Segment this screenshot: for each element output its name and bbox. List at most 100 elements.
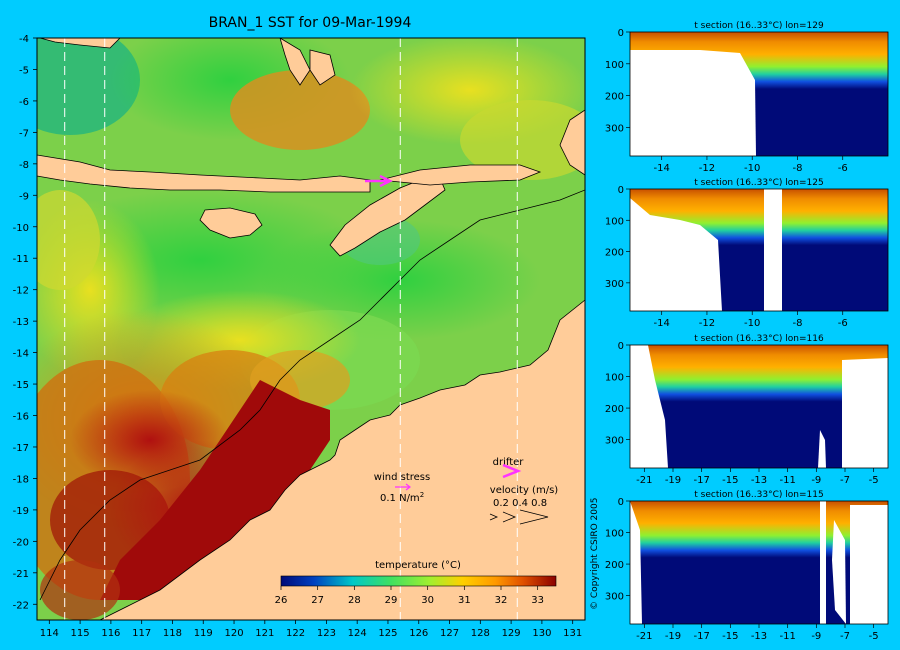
section-x-tick-label: -8 [792,163,802,174]
australia-landmass [99,299,585,620]
section-seabed [832,520,846,624]
section-title: t section (16..33°C) lon=115 [694,490,823,500]
section-y-tick-label: 100 [605,373,624,384]
buton-island [309,49,336,86]
section-y-tick-label: 200 [605,248,624,259]
section-y-tick-label: 100 [605,216,624,227]
section-x-tick-label: -10 [744,318,760,329]
map-x-tick-label: 122 [286,628,305,639]
section-x-tick-label: -21 [636,631,652,642]
section-x-tick-label: -6 [838,163,848,174]
map-y-tick-label: -15 [13,380,29,391]
section-x-tick-label: -12 [699,163,715,174]
map-y-tick-label: -11 [13,254,29,265]
section-x-tick-label: -17 [693,631,709,642]
drifter-track [365,174,393,188]
map-x-tick-label: 121 [255,628,274,639]
section-y-tick-label: 200 [605,560,624,571]
map-x-tick-label: 131 [563,628,582,639]
map-x-tick-label: 126 [409,628,428,639]
colorbar-tick-label: 29 [385,595,398,606]
map-frame [36,37,586,621]
section-x-tick-label: -19 [665,475,681,486]
section-x-tick-label: -11 [779,631,795,642]
section-x-tick-label: -14 [654,318,670,329]
map-x-tick-label: 127 [440,628,459,639]
map-y-tick-label: -9 [19,191,29,202]
map-y-tick-label: -20 [13,537,29,548]
section-x-tick-label: -17 [693,475,709,486]
section-frame [629,188,889,312]
map-y-tick-label: -17 [13,443,29,454]
section-x-tick-label: -14 [654,163,670,174]
section-y-tick-label: 100 [605,529,624,540]
section-y-tick-label: 300 [605,436,624,447]
section-y-tick-label: 0 [618,341,624,352]
section-y-tick-label: 300 [605,279,624,290]
section-y-tick-label: 100 [605,60,624,71]
wind-stress-value: 0.1 N/m2 [380,491,424,504]
section-x-tick-label: -9 [811,475,821,486]
map-x-tick-label: 128 [471,628,490,639]
map-y-tick-label: -5 [19,65,29,76]
colorbar-tick-label: 30 [421,595,434,606]
colorbar: temperature (°C) 26 27 28 29 30 31 32 33 [275,560,557,606]
map-x-tick-label: 129 [502,628,521,639]
section-panels: t section (16..33°C) lon=129 -14 -12 -10 -8 -… [605,21,889,642]
section-x-tick-label: -15 [722,475,738,486]
colorbar-ramp [280,575,557,587]
colorbar-tick-label: 33 [531,595,544,606]
sulawesi-south [279,38,311,86]
flores-island [379,164,542,186]
borneo-south [39,38,121,49]
section-seabed [630,501,642,624]
map-x-tick-label: 120 [224,628,243,639]
wind-stress-arrow [395,483,411,491]
section-field [630,501,888,624]
section-x-tick-label: -13 [751,631,767,642]
section-y-tick-label: 200 [605,404,624,415]
section-x-tick-label: -21 [636,475,652,486]
drifter-label: drifter [493,457,525,468]
section-seabed [820,501,826,624]
shelf-contour [39,189,585,601]
map-y-tick-label: -19 [13,506,29,517]
map-y-tick-label: -4 [19,34,29,45]
map-y-tick-label: -14 [13,349,29,360]
map-y-tick-label: -16 [13,412,29,423]
section-seabed [818,430,826,468]
colorbar-tick-label: 28 [348,595,361,606]
map-y-tick-label: -10 [13,223,29,234]
section-seabed [630,345,668,468]
section-x-tick-label: -10 [744,163,760,174]
section-panel: t section (16..33°C) lon=116 -21 -19 -17 -15… [605,334,889,486]
map-y-tick-label: -13 [13,317,29,328]
section-y-tick-label: 300 [605,592,624,603]
section-frame [629,31,889,157]
map-y-tick-label: -22 [13,600,29,611]
section-x-tick-label: -5 [869,631,879,642]
map-y-tick-label: -12 [13,286,29,297]
section-x-tick-label: -13 [751,475,767,486]
map-x-tick-label: 114 [40,628,59,639]
section-y-tick-label: 0 [618,28,624,39]
timor-island [329,177,446,257]
section-x-tick-label: -7 [840,631,850,642]
map-x-axis: 114 115 116 117 118 119 120 121 122 123 124 125 126 1… [40,620,582,639]
section-x-tick-label: -11 [779,475,795,486]
velocity-values: 0.2 0.4 0.8 [493,498,547,509]
map-x-tick-label: 130 [532,628,551,639]
section-x-tick-label: -15 [722,631,738,642]
velocity-arrows [489,509,549,525]
section-x-tick-label: -12 [699,318,715,329]
section-seabed [842,358,888,468]
map-x-tick-label: 119 [194,628,213,639]
lesser-sunda-islands [37,154,371,193]
section-panel: t section (16..33°C) lon=115 -21 -19 -17 -15… [605,490,889,642]
map-x-tick-label: 118 [163,628,182,639]
land-masses [37,38,585,620]
colorbar-tick-label: 26 [275,595,288,606]
map-y-tick-label: -8 [19,160,29,171]
map-x-tick-label: 115 [71,628,90,639]
